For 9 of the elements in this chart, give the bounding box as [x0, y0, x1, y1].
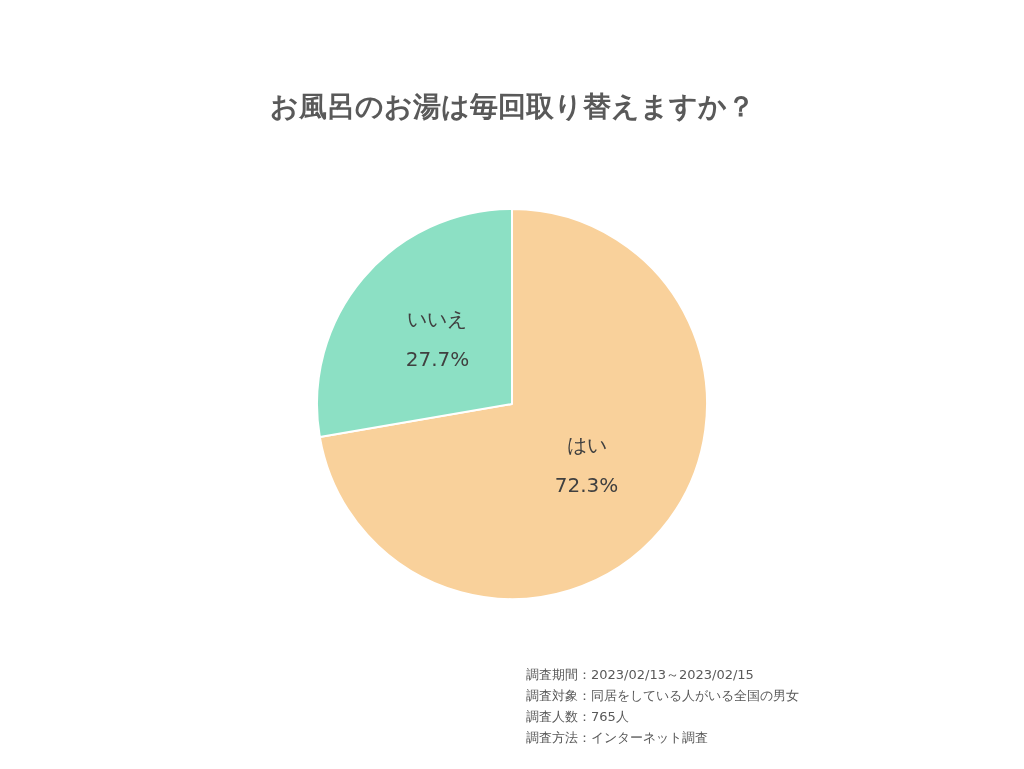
text: 調査期間：2023/02/13～2023/02/15	[526, 666, 755, 684]
text: 調査方法：インターネット調査	[526, 729, 709, 747]
data-label: 27.7%	[405, 347, 470, 372]
text: 調査人数：765人	[526, 708, 630, 726]
data-label: 72.3%	[554, 473, 619, 498]
text: 調査対象：同居をしている人がいる全国の男女	[526, 687, 799, 705]
chart-title: お風呂のお湯は毎回取り替えますか？	[268, 89, 756, 125]
slice-label: はい	[566, 433, 607, 458]
slice-label: いいえ	[407, 307, 468, 332]
